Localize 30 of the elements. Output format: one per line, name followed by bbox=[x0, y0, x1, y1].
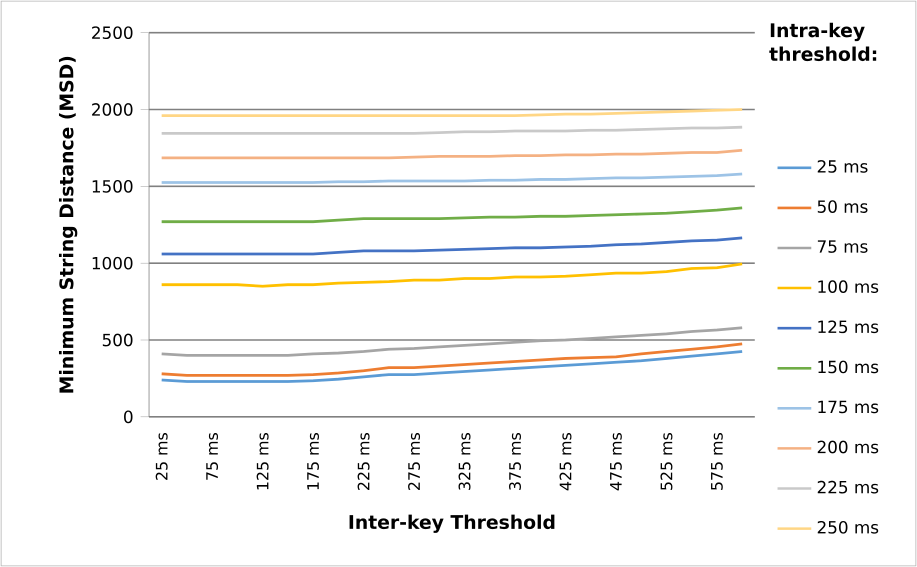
y-tick-label: 500 bbox=[102, 334, 133, 346]
x-tick-label: 375 ms bbox=[509, 433, 521, 490]
x-tick-label: 225 ms bbox=[358, 433, 370, 490]
x-tick-label: 475 ms bbox=[610, 433, 622, 490]
legend-label: 200 ms bbox=[818, 440, 878, 454]
x-tick-label: 25 ms bbox=[156, 433, 168, 480]
legend-label: 100 ms bbox=[818, 280, 878, 294]
x-tick-label: 525 ms bbox=[660, 433, 672, 490]
y-tick-label: 1500 bbox=[92, 180, 132, 193]
y-tick-label: 2000 bbox=[92, 103, 132, 116]
legend-title: Intra-key threshold: bbox=[769, 22, 876, 62]
x-tick-label: 75 ms bbox=[206, 433, 218, 480]
x-tick-label: 125 ms bbox=[256, 433, 269, 490]
x-axis-title: Inter-key Threshold bbox=[350, 514, 554, 533]
legend-label: 125 ms bbox=[818, 320, 878, 334]
y-axis-title: Minimum String Distance (MSD) bbox=[58, 56, 78, 393]
legend-label: 50 ms bbox=[818, 200, 868, 213]
y-tick-label: 1000 bbox=[92, 256, 132, 270]
x-tick-label: 575 ms bbox=[711, 433, 723, 490]
legend-label: 150 ms bbox=[818, 360, 878, 374]
y-tick-label: 0 bbox=[124, 410, 133, 424]
legend-label: 75 ms bbox=[818, 240, 868, 253]
x-tick-label: 175 ms bbox=[307, 433, 319, 490]
legend-label: 25 ms bbox=[818, 160, 868, 173]
x-tick-label: 275 ms bbox=[408, 433, 420, 490]
y-tick-label: 2500 bbox=[92, 26, 132, 40]
x-tick-label: 325 ms bbox=[458, 433, 471, 490]
x-tick-label: 425 ms bbox=[559, 433, 572, 490]
legend-label: 250 ms bbox=[818, 520, 878, 534]
legend-label: 175 ms bbox=[818, 400, 878, 414]
